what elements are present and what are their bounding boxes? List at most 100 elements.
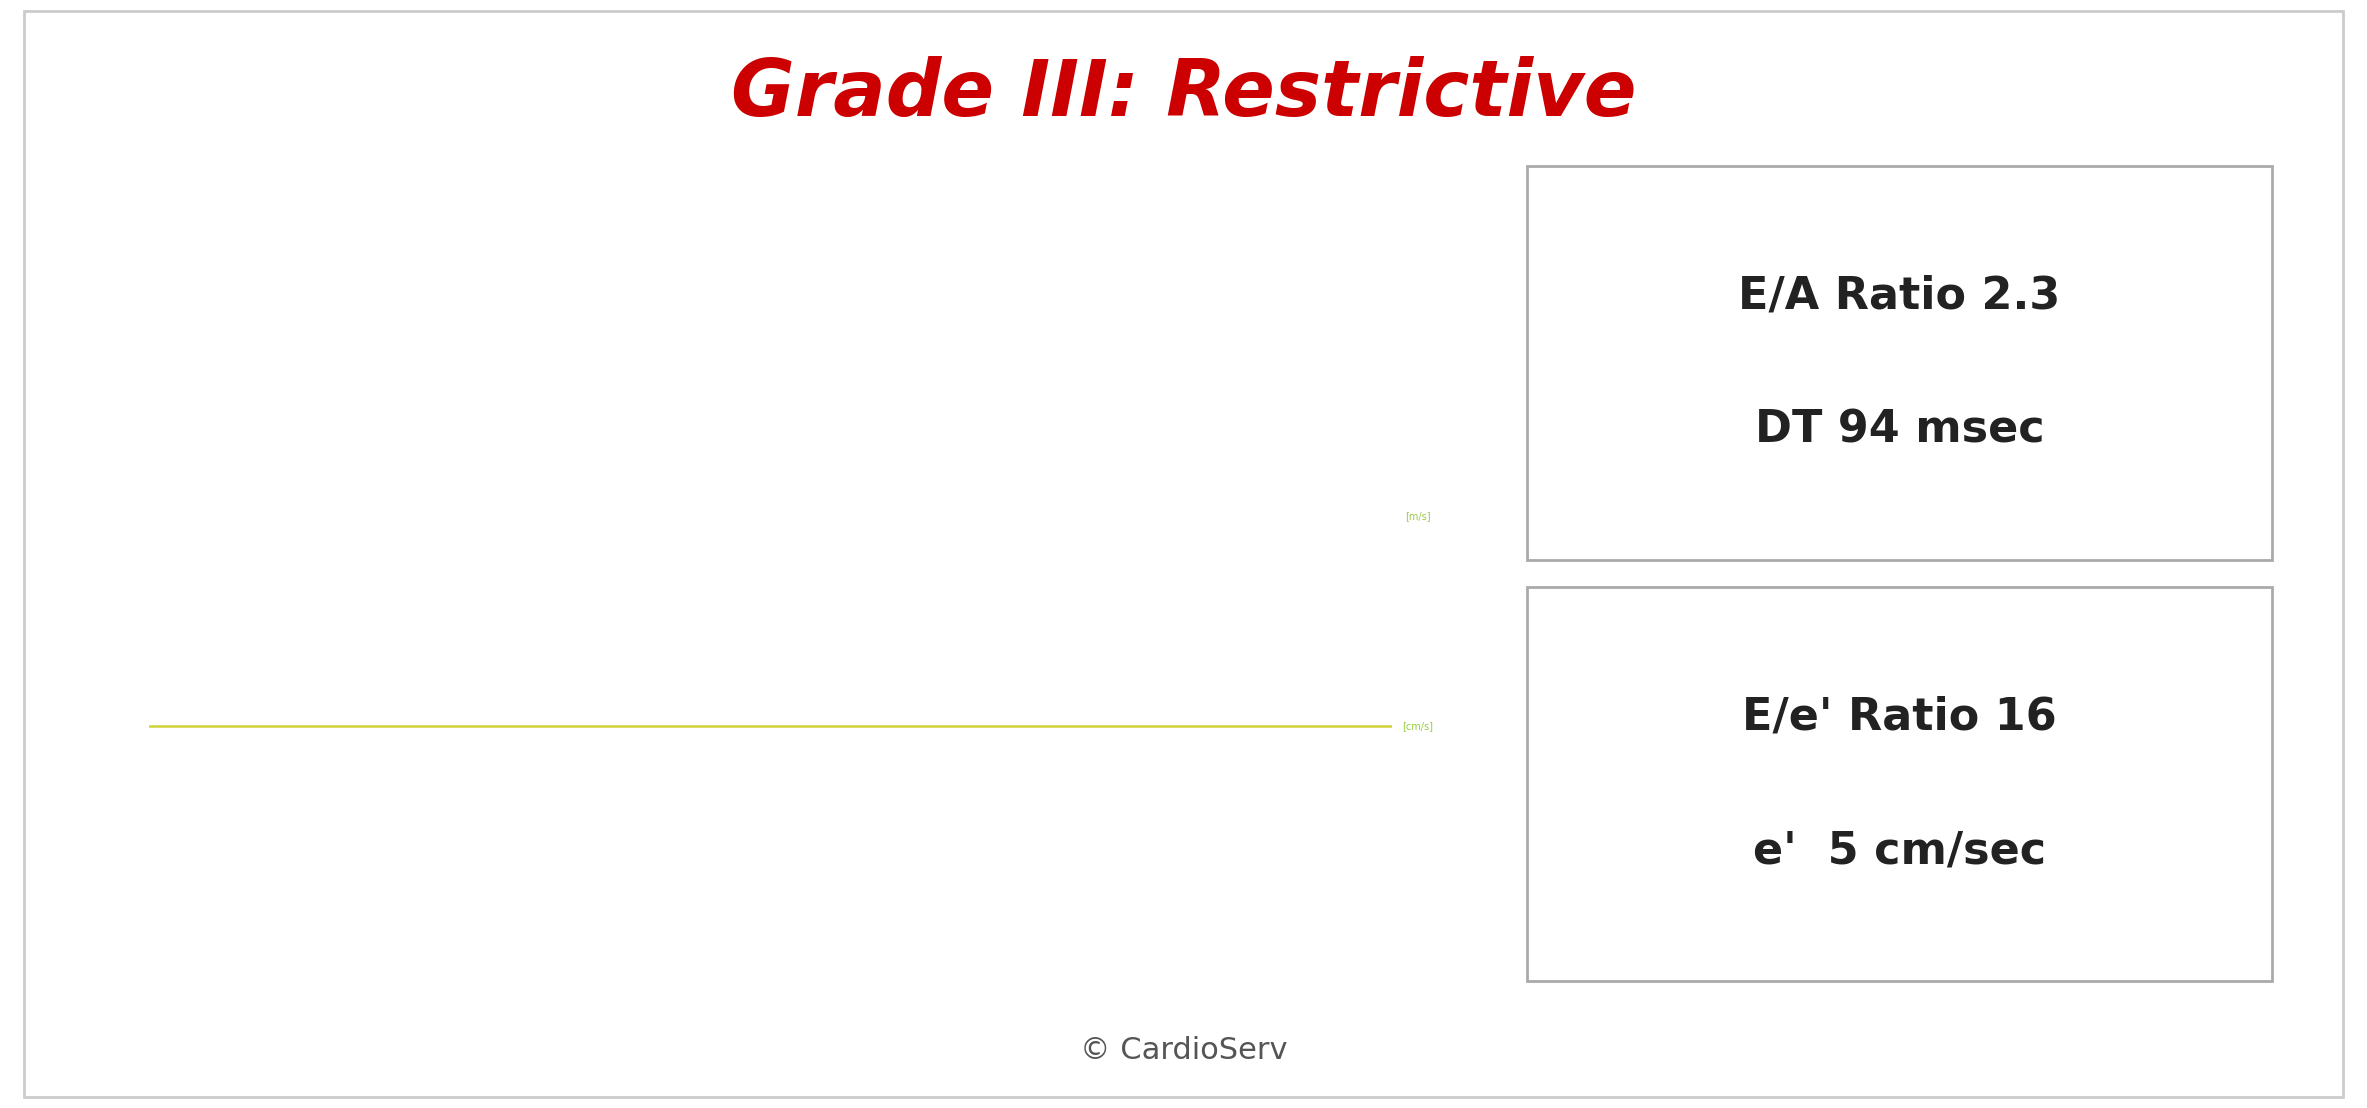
Point <box>717 927 755 945</box>
Point <box>994 320 1032 338</box>
Point <box>341 417 379 434</box>
Point <box>1207 875 1245 893</box>
Point <box>291 368 329 386</box>
Point <box>1233 356 1271 373</box>
Point <box>549 635 587 653</box>
Point <box>535 868 573 885</box>
Point <box>154 421 192 439</box>
Point <box>204 332 241 350</box>
Point <box>644 451 682 469</box>
Point <box>1368 476 1406 494</box>
Point <box>821 255 859 273</box>
Point <box>414 505 452 523</box>
Point <box>1049 516 1086 534</box>
Point <box>1094 768 1131 786</box>
Point <box>828 378 866 396</box>
Point <box>1006 741 1044 759</box>
Point <box>644 728 682 746</box>
Point <box>1139 512 1176 530</box>
Point <box>485 181 523 198</box>
Point <box>774 403 812 421</box>
Point <box>862 388 899 406</box>
Point <box>187 832 225 850</box>
Point <box>1157 917 1195 935</box>
Point <box>997 814 1034 832</box>
Point <box>1264 301 1302 319</box>
Point <box>753 885 791 903</box>
Point <box>760 391 798 409</box>
Point <box>341 418 379 435</box>
Point <box>357 728 395 746</box>
Point <box>852 235 890 253</box>
Point <box>1321 778 1359 796</box>
Point <box>691 767 729 784</box>
Point <box>490 422 528 440</box>
Point <box>156 320 194 338</box>
Point <box>1247 469 1285 486</box>
Point <box>405 421 443 439</box>
Point <box>466 285 504 302</box>
Point <box>840 291 878 309</box>
Point <box>620 848 658 865</box>
Point <box>308 888 346 905</box>
Point <box>244 431 282 449</box>
Point <box>741 185 779 203</box>
Point <box>1091 438 1129 455</box>
Point <box>440 889 478 906</box>
Point <box>1361 343 1399 361</box>
Point <box>1262 589 1299 607</box>
Point <box>277 175 315 193</box>
Point <box>272 450 310 468</box>
Point <box>601 821 639 839</box>
Point <box>866 402 904 420</box>
Point <box>436 915 473 933</box>
Point <box>232 421 270 439</box>
Point <box>623 409 660 427</box>
Point <box>812 371 850 389</box>
Point <box>1363 499 1401 516</box>
Point <box>786 411 824 429</box>
Point <box>1210 360 1247 378</box>
Point <box>206 768 244 786</box>
Point <box>542 240 580 258</box>
Point <box>1309 191 1347 208</box>
Point <box>897 317 935 335</box>
Point <box>999 289 1037 307</box>
Point <box>443 726 481 743</box>
Point <box>966 521 1004 538</box>
Point <box>589 325 627 342</box>
Point <box>1011 938 1049 956</box>
Point <box>1288 799 1326 817</box>
Point <box>279 260 317 278</box>
Point <box>175 747 213 765</box>
Point <box>1174 234 1212 252</box>
Point <box>464 246 502 264</box>
Point <box>613 381 651 399</box>
Point <box>1094 905 1131 923</box>
Point <box>1252 459 1290 476</box>
Point <box>357 636 395 654</box>
Point <box>1326 698 1363 716</box>
Point <box>731 350 769 368</box>
Point <box>810 197 847 215</box>
Point <box>218 510 256 527</box>
Point <box>833 515 871 533</box>
Point <box>464 879 502 896</box>
Point <box>1195 359 1233 377</box>
Point <box>379 719 417 737</box>
Point <box>999 725 1037 742</box>
Point <box>632 705 670 722</box>
Point <box>464 300 502 318</box>
Point <box>540 181 578 198</box>
Point <box>1089 671 1127 689</box>
Point <box>343 254 381 271</box>
Point <box>757 222 795 239</box>
Point <box>329 638 367 656</box>
Point <box>970 599 1008 617</box>
Point <box>1363 767 1401 784</box>
Point <box>488 330 525 348</box>
Point <box>137 378 175 396</box>
Point <box>1214 453 1252 471</box>
Point <box>286 183 324 201</box>
Point <box>220 666 258 684</box>
